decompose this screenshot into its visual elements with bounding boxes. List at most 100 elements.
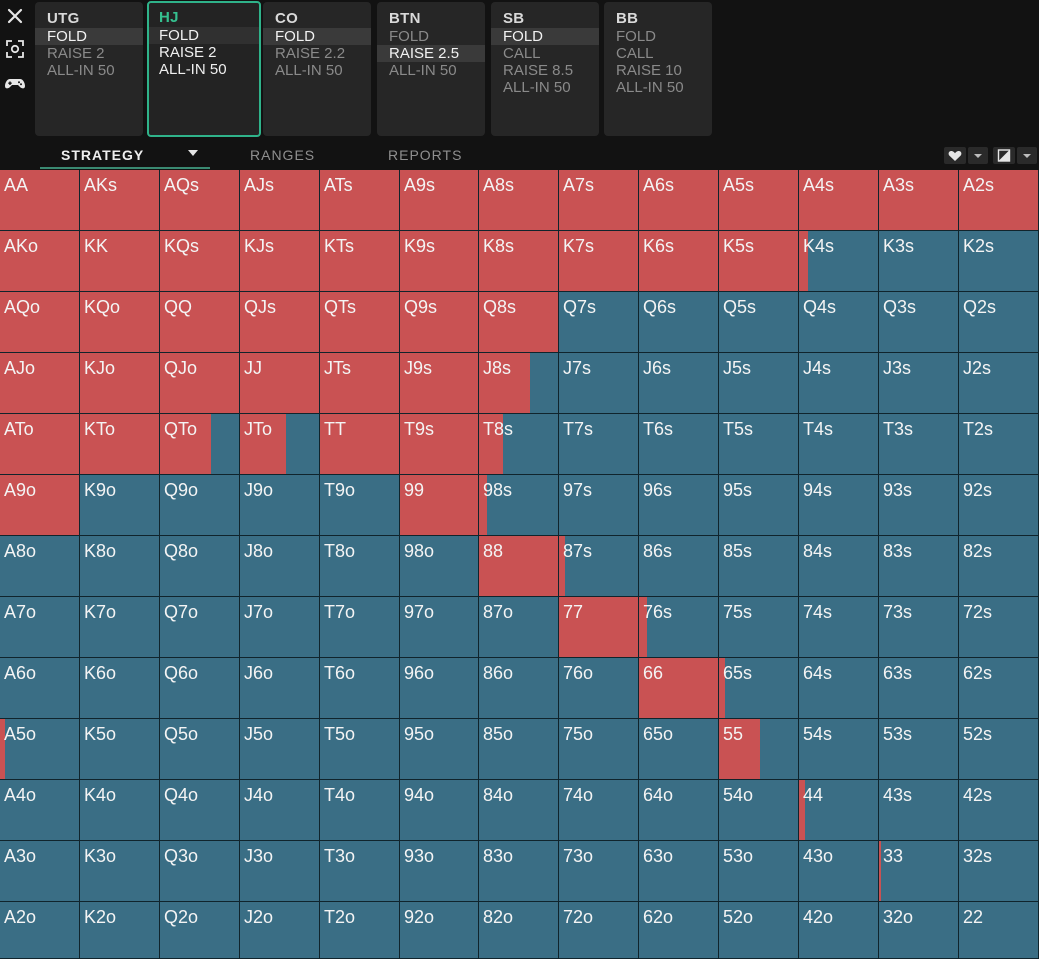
chevron-down-icon[interactable] xyxy=(1017,147,1037,164)
hand-cell[interactable]: 84s xyxy=(799,536,879,597)
hand-cell[interactable]: J8o xyxy=(240,536,320,597)
hand-cell[interactable]: 97o xyxy=(400,597,479,658)
hand-cell[interactable]: T3o xyxy=(320,841,400,902)
hand-cell[interactable]: 88 xyxy=(479,536,559,597)
hand-cell[interactable]: J6o xyxy=(240,658,320,719)
hand-cell[interactable]: QQ xyxy=(160,292,240,353)
tab-strategy[interactable]: STRATEGY xyxy=(61,147,145,163)
hand-cell[interactable]: 77 xyxy=(559,597,639,658)
hand-cell[interactable]: K2o xyxy=(80,902,160,959)
hand-cell[interactable]: Q5o xyxy=(160,719,240,780)
hand-cell[interactable]: A5o xyxy=(0,719,80,780)
hand-cell[interactable]: Q3s xyxy=(879,292,959,353)
hand-cell[interactable]: 65s xyxy=(719,658,799,719)
hand-cell[interactable]: K8s xyxy=(479,231,559,292)
hand-cell[interactable]: Q6s xyxy=(639,292,719,353)
hand-cell[interactable]: Q8o xyxy=(160,536,240,597)
hand-cell[interactable]: J5o xyxy=(240,719,320,780)
hand-cell[interactable]: 64s xyxy=(799,658,879,719)
hand-cell[interactable]: QJo xyxy=(160,353,240,414)
hand-cell[interactable]: 54o xyxy=(719,780,799,841)
hand-cell[interactable]: T8o xyxy=(320,536,400,597)
hand-cell[interactable]: 87s xyxy=(559,536,639,597)
hand-cell[interactable]: 93s xyxy=(879,475,959,536)
action-option[interactable]: ALL-IN 50 xyxy=(616,79,684,96)
hand-cell[interactable]: 95o xyxy=(400,719,479,780)
position-card-hj[interactable]: HJ FOLD RAISE 2 ALL-IN 50 xyxy=(147,1,261,137)
hand-cell[interactable]: T3s xyxy=(879,414,959,475)
hand-cell[interactable]: 98s xyxy=(479,475,559,536)
hand-cell[interactable]: J3o xyxy=(240,841,320,902)
hand-cell[interactable]: 75o xyxy=(559,719,639,780)
hand-cell[interactable]: J8s xyxy=(479,353,559,414)
hand-cell[interactable]: 83o xyxy=(479,841,559,902)
hand-cell[interactable]: AKo xyxy=(0,231,80,292)
chevron-down-icon[interactable] xyxy=(188,150,198,156)
hand-cell[interactable]: A8o xyxy=(0,536,80,597)
hand-cell[interactable]: 98o xyxy=(400,536,479,597)
hand-cell[interactable]: 95s xyxy=(719,475,799,536)
hand-cell[interactable]: 65o xyxy=(639,719,719,780)
hand-cell[interactable]: Q4o xyxy=(160,780,240,841)
action-option[interactable]: ALL-IN 50 xyxy=(503,79,571,96)
hand-cell[interactable]: A2s xyxy=(959,170,1039,231)
action-option[interactable]: FOLD xyxy=(263,28,371,45)
hand-cell[interactable]: K5s xyxy=(719,231,799,292)
hand-cell[interactable]: 62o xyxy=(639,902,719,959)
hand-cell[interactable]: 32o xyxy=(879,902,959,959)
hand-cell[interactable]: AQo xyxy=(0,292,80,353)
action-option[interactable]: ALL-IN 50 xyxy=(47,62,115,79)
hand-cell[interactable]: J7o xyxy=(240,597,320,658)
hand-cell[interactable]: A7s xyxy=(559,170,639,231)
hand-cell[interactable]: 93o xyxy=(400,841,479,902)
hand-cell[interactable]: 44 xyxy=(799,780,879,841)
hand-cell[interactable]: A7o xyxy=(0,597,80,658)
hand-cell[interactable]: K3s xyxy=(879,231,959,292)
hand-cell[interactable]: 83s xyxy=(879,536,959,597)
action-option[interactable]: FOLD xyxy=(491,28,599,45)
hand-cell[interactable]: T2s xyxy=(959,414,1039,475)
hand-cell[interactable]: ATo xyxy=(0,414,80,475)
hand-cell[interactable]: Q4s xyxy=(799,292,879,353)
gamepad-icon[interactable] xyxy=(4,72,28,96)
hand-cell[interactable]: Q9o xyxy=(160,475,240,536)
heart-icon[interactable] xyxy=(944,147,966,164)
screenshot-icon[interactable] xyxy=(4,38,28,62)
hand-cell[interactable]: 55 xyxy=(719,719,799,780)
hand-cell[interactable]: A3s xyxy=(879,170,959,231)
hand-cell[interactable]: J5s xyxy=(719,353,799,414)
hand-cell[interactable]: J9o xyxy=(240,475,320,536)
hand-cell[interactable]: A9o xyxy=(0,475,80,536)
hand-cell[interactable]: J3s xyxy=(879,353,959,414)
hand-cell[interactable]: KK xyxy=(80,231,160,292)
hand-cell[interactable]: A6s xyxy=(639,170,719,231)
hand-cell[interactable]: J6s xyxy=(639,353,719,414)
hand-cell[interactable]: T6s xyxy=(639,414,719,475)
hand-cell[interactable]: 82s xyxy=(959,536,1039,597)
position-card-utg[interactable]: UTG FOLD RAISE 2 ALL-IN 50 xyxy=(35,2,143,136)
hand-cell[interactable]: T5s xyxy=(719,414,799,475)
hand-cell[interactable]: 33 xyxy=(879,841,959,902)
tab-reports[interactable]: REPORTS xyxy=(388,147,463,163)
hand-cell[interactable]: QTo xyxy=(160,414,240,475)
hand-cell[interactable]: A8s xyxy=(479,170,559,231)
hand-cell[interactable]: 53o xyxy=(719,841,799,902)
hand-cell[interactable]: KJs xyxy=(240,231,320,292)
contrast-icon[interactable] xyxy=(993,147,1015,164)
hand-cell[interactable]: A3o xyxy=(0,841,80,902)
hand-cell[interactable]: 63o xyxy=(639,841,719,902)
position-card-co[interactable]: CO FOLD RAISE 2.2 ALL-IN 50 xyxy=(263,2,371,136)
hand-cell[interactable]: T7s xyxy=(559,414,639,475)
hand-cell[interactable]: J4s xyxy=(799,353,879,414)
hand-cell[interactable]: A5s xyxy=(719,170,799,231)
hand-cell[interactable]: A2o xyxy=(0,902,80,959)
hand-cell[interactable]: 74o xyxy=(559,780,639,841)
hand-cell[interactable]: KQo xyxy=(80,292,160,353)
hand-cell[interactable]: 52o xyxy=(719,902,799,959)
hand-cell[interactable]: 32s xyxy=(959,841,1039,902)
hand-cell[interactable]: 74s xyxy=(799,597,879,658)
action-option[interactable]: RAISE 2.2 xyxy=(275,45,346,62)
hand-cell[interactable]: J9s xyxy=(400,353,479,414)
hand-cell[interactable]: AJo xyxy=(0,353,80,414)
hand-cell[interactable]: 94o xyxy=(400,780,479,841)
